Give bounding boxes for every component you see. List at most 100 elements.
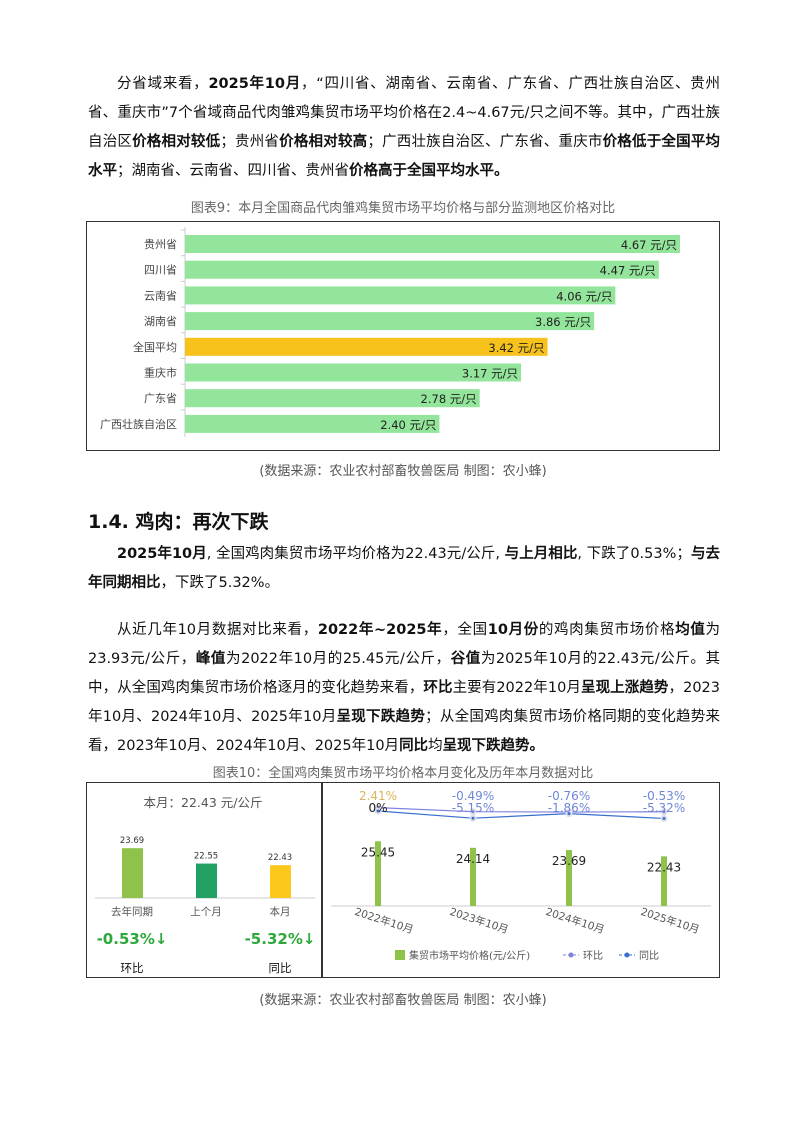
bold-text: 价格低于全国平均水平 bbox=[88, 134, 721, 179]
bar-本月 bbox=[270, 865, 291, 898]
bar-2024年10月 bbox=[566, 850, 572, 906]
text-run: ，下跌了5.32%。 bbox=[160, 575, 280, 591]
bold-text: 2025年10月 bbox=[117, 546, 207, 562]
bold-text: 呈现下跌趋势 bbox=[336, 709, 426, 725]
bold-text: 价格相对较低 bbox=[132, 134, 221, 150]
text-run: ；贵州省 bbox=[220, 134, 280, 150]
data-label: 22.43 bbox=[647, 860, 681, 874]
line-同比 bbox=[377, 810, 665, 820]
text-run: 主要有2022年10月 bbox=[452, 680, 582, 696]
point-同比 bbox=[660, 814, 668, 822]
category-label: 四川省 bbox=[144, 264, 177, 277]
data-label: 22.43 bbox=[268, 853, 292, 863]
text-run: ，2023年10月、2024年10月、2025年10月 bbox=[88, 680, 720, 725]
chart10-caption: 图表10：全国鸡肉集贸市场平均价格本月变化及历年本月数据对比 bbox=[212, 766, 594, 781]
category-label: 上个月 bbox=[190, 906, 222, 918]
legend-bar-swatch bbox=[395, 950, 405, 960]
text-run: ；从全国鸡肉集贸市场价格同期的变化趋势来看，2023年10月、2024年10月、… bbox=[88, 709, 721, 754]
bar-湖南省 bbox=[185, 312, 595, 331]
chart10-left-panel: 本月：22.43 元/公斤 23.69 去年同期 22.55 上个月 22.43 本月 -0.… bbox=[86, 782, 322, 978]
category-label: 本月 bbox=[270, 905, 291, 918]
paragraph-chicken-price: 2025年10月, 全国鸡肉集贸市场平均价格为22.43元/公斤, 与上月相比,… bbox=[88, 540, 720, 598]
point-label: 2.41% bbox=[359, 789, 397, 803]
bar-广西壮族自治区 bbox=[185, 414, 440, 433]
text-run: 均 bbox=[428, 738, 443, 754]
category-label: 湖南省 bbox=[144, 315, 177, 328]
text-run: ；湖南省、云南省、四川省、贵州省 bbox=[117, 163, 349, 179]
bold-text: 谷值 bbox=[450, 651, 481, 667]
point-label: -0.76% bbox=[548, 789, 590, 803]
point-label: -0.53% bbox=[643, 789, 685, 803]
text-run: ，“四川省、湖南省、云南省、广东省、广西壮族自治区、贵州省、重庆市”7个省域商品… bbox=[88, 76, 721, 150]
legend-label: 同比 bbox=[639, 950, 659, 962]
chart10-right-panel: 25.45 2022年10月 24.14 2023年10月 23.69 2024年10月 2… bbox=[322, 782, 720, 978]
category-label: 全国平均 bbox=[133, 340, 177, 354]
bold-text: 2022年~2025年 bbox=[317, 622, 443, 638]
text-run: , 全国鸡肉集贸市场平均价格为22.43元/公斤, bbox=[206, 546, 505, 562]
category-label: 广东省 bbox=[144, 392, 177, 405]
legend-marker bbox=[624, 952, 630, 958]
category-label: 2025年10月 bbox=[639, 905, 701, 936]
bar-云南省 bbox=[185, 286, 616, 305]
data-label: 22.55 bbox=[194, 852, 218, 862]
point-label: -5.15% bbox=[452, 801, 494, 815]
change-value: -0.53%↓ bbox=[97, 930, 168, 948]
text-run: , 下跌了0.53%； bbox=[577, 546, 691, 562]
legend-label: 环比 bbox=[583, 950, 603, 962]
text-run: 分省域来看， bbox=[117, 76, 209, 92]
line-环比 bbox=[377, 807, 665, 813]
text-run: 的鸡肉集贸市场价格 bbox=[538, 622, 676, 638]
bar-贵州省 bbox=[185, 235, 681, 253]
data-label: 3.42 元/只 bbox=[488, 341, 544, 355]
bar-2022年10月 bbox=[375, 841, 381, 906]
bold-text: 价格高于全国平均水平。 bbox=[349, 163, 509, 179]
chart10-yearly-comparison: 25.45 2022年10月 24.14 2023年10月 23.69 2024年10月 2… bbox=[331, 789, 711, 962]
point-环比 bbox=[660, 808, 668, 816]
data-label: 25.45 bbox=[361, 845, 395, 859]
change-label: 同比 bbox=[269, 961, 292, 975]
bold-text: 同比 bbox=[399, 738, 429, 754]
data-label: 24.14 bbox=[456, 852, 490, 866]
bar-四川省 bbox=[185, 260, 659, 279]
current-month-title: 本月：22.43 元/公斤 bbox=[144, 795, 263, 810]
data-label: 3.86 元/只 bbox=[535, 315, 591, 329]
data-label: 4.06 元/只 bbox=[556, 289, 612, 303]
bold-text: 与去年同期相比 bbox=[88, 546, 721, 591]
point-同比 bbox=[565, 810, 573, 818]
paragraph-chicken-history: 从近几年10月数据对比来看，2022年~2025年，全国10月份的鸡肉集贸市场价… bbox=[88, 616, 720, 761]
bar-广东省 bbox=[185, 389, 480, 408]
category-label: 2022年10月 bbox=[353, 905, 415, 936]
text-run: ，全国 bbox=[442, 622, 488, 638]
bold-text: 呈现上涨趋势 bbox=[581, 680, 669, 696]
data-label: 3.17 元/只 bbox=[462, 367, 518, 381]
bar-2023年10月 bbox=[470, 847, 476, 906]
category-label: 2024年10月 bbox=[544, 905, 606, 936]
bold-text: 10月份 bbox=[487, 622, 539, 638]
legend-label: 集贸市场平均价格(元/公斤) bbox=[409, 949, 530, 962]
legend-marker bbox=[568, 952, 574, 958]
point-label: -0.49% bbox=[452, 789, 494, 803]
bold-text: 2025年10月 bbox=[208, 76, 301, 92]
bold-text: 峰值 bbox=[195, 651, 227, 667]
data-label: 23.69 bbox=[552, 854, 586, 868]
chart9-source: (数据来源：农业农村部畜牧兽医局 制图：农小蜂) bbox=[259, 464, 547, 479]
data-label: 2.40 元/只 bbox=[380, 418, 436, 432]
bar-上个月 bbox=[196, 863, 217, 898]
text-run: 为2022年10月的25.45元/公斤， bbox=[226, 651, 451, 667]
change-value: -5.32%↓ bbox=[245, 930, 316, 948]
bold-text: 与上月相比 bbox=[504, 546, 578, 562]
category-label: 2023年10月 bbox=[448, 905, 510, 936]
data-label: 4.67 元/只 bbox=[621, 238, 677, 252]
text-run: 为2025年10月的22.43元/公斤。其中，从全国鸡肉集贸市场价格逐月的变化趋… bbox=[88, 651, 721, 696]
category-label: 重庆市 bbox=[144, 366, 177, 380]
category-label: 贵州省 bbox=[144, 238, 177, 251]
section-heading: 1.4. 鸡肉：再次下跌 bbox=[88, 511, 269, 533]
category-label: 广西壮族自治区 bbox=[100, 417, 177, 431]
point-label: -1.86% bbox=[548, 801, 590, 815]
chart9-caption: 图表9：本月全国商品代肉雏鸡集贸市场平均价格与部分监测地区价格对比 bbox=[190, 201, 616, 216]
chart10-month-comparison: 本月：22.43 元/公斤 23.69 去年同期 22.55 上个月 22.43 本月 -0.… bbox=[95, 795, 316, 975]
text-run: ；广西壮族自治区、广东省、重庆市 bbox=[367, 134, 603, 150]
bar-重庆市 bbox=[185, 363, 522, 382]
data-label: 2.78 元/只 bbox=[421, 392, 477, 406]
